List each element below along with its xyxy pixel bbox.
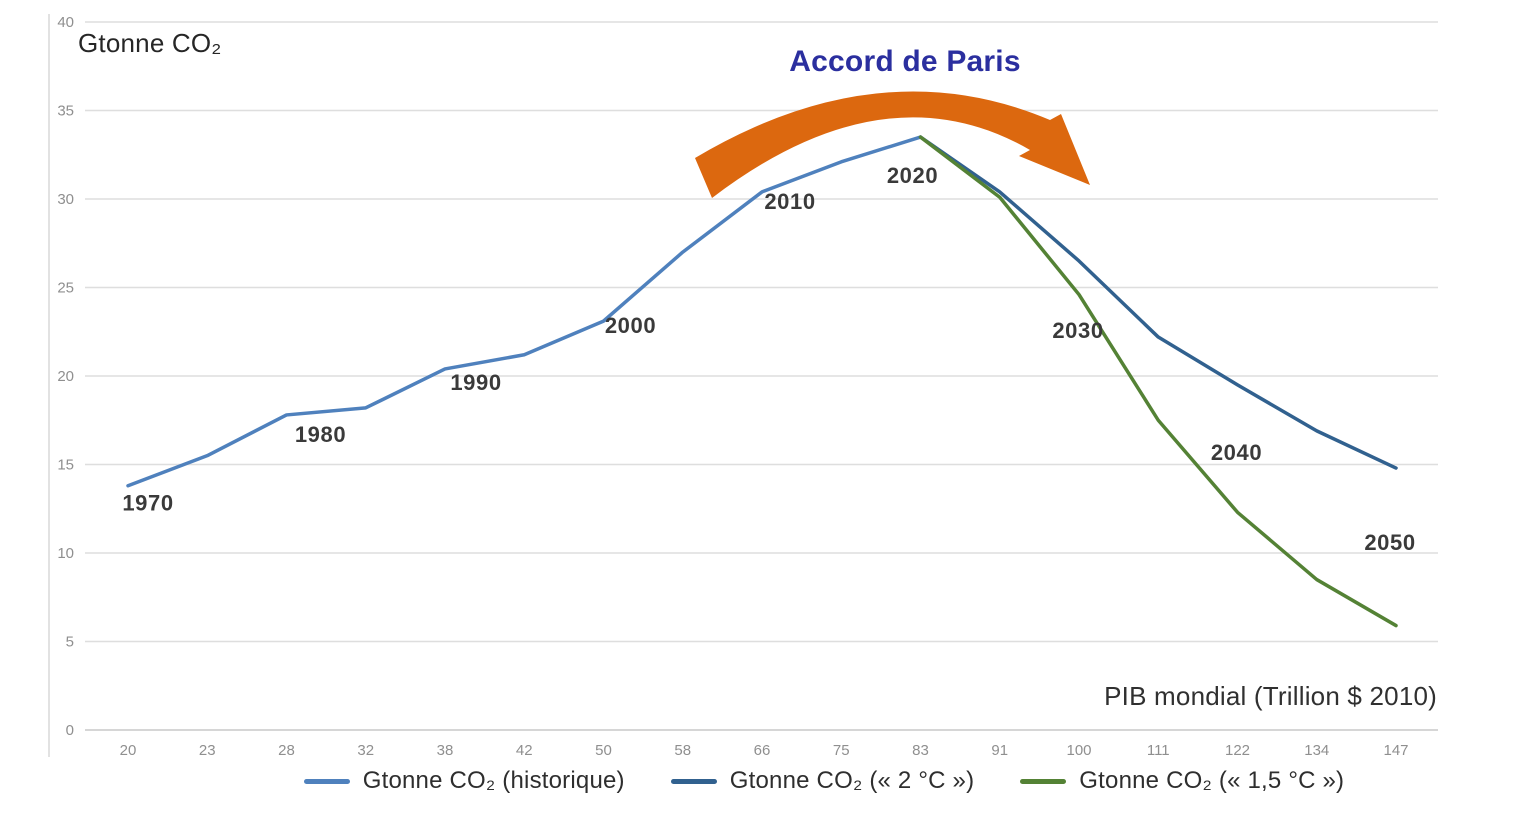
x-tick-label: 75 [833,742,850,759]
series-layer [126,135,1398,628]
year-label-2010: 2010 [764,189,815,214]
y-tick-label: 0 [66,722,74,739]
legend-swatch-icon [1020,778,1067,784]
paris-agreement-label: Accord de Paris [789,45,1021,78]
legend: Gtonne CO₂ (historique) Gtonne CO₂ (« 2 °… [64,767,1520,795]
series-line-2 [918,135,1398,628]
y-tick-label: 10 [57,545,74,562]
x-tick-label: 147 [1383,742,1408,759]
legend-swatch-icon [303,778,350,784]
year-label-2000: 2000 [605,313,656,338]
y-tick-label: 35 [57,103,74,120]
paris-agreement-arrow-icon [695,91,1090,198]
legend-label: Gtonne CO₂ (« 1,5 °C ») [1079,767,1345,794]
x-tick-label: 58 [674,742,691,759]
legend-item-1: Gtonne CO₂ (« 2 °C ») [670,767,975,795]
grid-layer [48,14,1438,757]
x-tick-label: 134 [1304,742,1329,759]
year-label-1980: 1980 [295,422,346,447]
series-line-1 [918,135,1398,470]
x-tick-label: 38 [437,742,454,759]
x-tick-label: 91 [991,742,1008,759]
y-tick-label: 40 [57,14,74,31]
y-tick-label: 30 [57,191,74,208]
x-tick-label: 32 [357,742,374,759]
series-line-0 [126,135,923,488]
y-tick-label: 25 [57,280,74,297]
point-label-layer: 1970 1980 1990 2000 2010 2020 2030 2040 2050 [122,163,1415,555]
y-tick-label: 20 [57,368,74,385]
y-tick-label: 5 [66,634,74,651]
legend-item-2: Gtonne CO₂ (« 1,5 °C ») [1020,767,1344,795]
year-label-2050: 2050 [1364,530,1415,555]
x-tick-label: 111 [1147,742,1170,759]
year-label-1990: 1990 [450,370,501,395]
y-axis-title: Gtonne CO₂ [78,28,222,58]
year-label-1970: 1970 [122,491,173,516]
x-tick-label: 42 [516,742,533,759]
axis-layer: 0 5 10 15 20 25 30 35 40 20 23 28 32 38 42 50 58 66 75 83 91… [57,14,1408,759]
x-tick-label: 28 [278,742,295,759]
x-tick-label: 83 [912,742,929,759]
legend-swatch-icon [670,778,717,784]
legend-label: Gtonne CO₂ (historique) [362,767,625,794]
x-tick-label: 50 [595,742,612,759]
legend-label: Gtonne CO₂ (« 2 °C ») [729,767,975,794]
y-tick-label: 15 [57,457,74,474]
year-label-2040: 2040 [1211,440,1262,465]
x-tick-label: 20 [120,742,137,759]
x-tick-label: 122 [1225,742,1250,759]
x-tick-label: 23 [199,742,216,759]
year-label-2030: 2030 [1052,318,1103,343]
x-axis-title: PIB mondial (Trillion $ 2010) [1104,681,1437,711]
x-tick-label: 100 [1066,742,1091,759]
legend-item-0: Gtonne CO₂ (historique) [303,767,625,795]
x-tick-label: 66 [754,742,771,759]
year-label-2020: 2020 [887,163,938,188]
